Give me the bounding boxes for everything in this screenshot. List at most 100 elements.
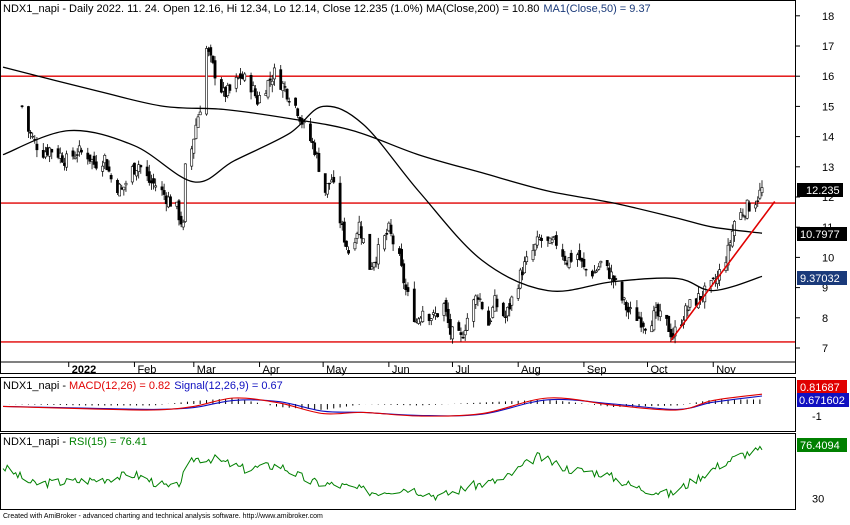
candle-body — [412, 288, 416, 322]
candle — [92, 151, 96, 168]
price-tick-label: 18 — [822, 11, 834, 23]
candle-body — [754, 204, 758, 209]
candle — [599, 260, 603, 268]
candle — [353, 237, 357, 251]
candle-body — [516, 288, 520, 299]
candle — [501, 301, 505, 318]
candle-body — [446, 308, 450, 324]
candle-body — [196, 116, 200, 128]
candle-body — [504, 316, 507, 318]
candle-body — [88, 154, 92, 162]
candle-body — [211, 55, 215, 63]
candle — [103, 153, 107, 170]
candle — [595, 268, 599, 274]
candle-body — [389, 224, 393, 234]
candle-body — [347, 250, 350, 254]
candle-body — [658, 310, 662, 317]
candle — [402, 259, 406, 290]
candle — [730, 224, 734, 248]
candle-body — [531, 250, 535, 261]
candle — [472, 298, 476, 328]
candle-body — [71, 150, 75, 157]
candle-body — [162, 190, 166, 195]
x-tick-label: Sep — [587, 364, 607, 376]
candle — [582, 252, 586, 270]
candle — [412, 281, 416, 323]
macd-tick-label: -1 — [812, 411, 822, 423]
x-tick-label: 2022 — [72, 364, 96, 376]
candle-body — [533, 243, 537, 251]
candle — [234, 73, 238, 93]
candle — [258, 91, 261, 104]
candle-body — [183, 163, 187, 222]
candle — [656, 302, 660, 321]
candle — [622, 296, 626, 305]
candle — [427, 313, 431, 326]
candle — [754, 200, 758, 212]
candle-body — [345, 240, 348, 247]
candle — [311, 137, 314, 150]
ma200-line — [2, 66, 763, 234]
candle-body — [190, 148, 194, 167]
candle-body — [368, 233, 372, 270]
candle — [563, 250, 567, 265]
candle-body — [279, 69, 283, 90]
candle-body — [342, 221, 346, 243]
candle-body — [561, 249, 565, 257]
candle — [347, 246, 350, 255]
axis-labels: 7891011121314151617182022FebMarAprMayJun… — [1, 11, 834, 506]
candle-body — [406, 287, 410, 292]
candle — [629, 301, 632, 315]
candle-body — [402, 263, 406, 284]
candle — [620, 280, 624, 304]
candle — [457, 320, 461, 331]
candle-body — [325, 183, 329, 195]
candle — [213, 56, 217, 86]
candle-body — [491, 307, 495, 318]
candle-body — [137, 164, 141, 172]
macd-legend: MACD(12,26) = 0.82 — [69, 380, 170, 392]
candle — [627, 302, 630, 320]
candle — [152, 173, 155, 190]
candle-body — [421, 310, 425, 322]
candle-body — [323, 173, 327, 193]
candle-body — [29, 131, 32, 134]
candle-body — [610, 271, 613, 279]
candle-body — [463, 330, 467, 336]
candle — [436, 313, 440, 318]
candle — [421, 305, 425, 323]
candle-body — [521, 271, 524, 276]
candle-body — [50, 149, 54, 153]
candle-body — [181, 221, 185, 228]
candle — [88, 154, 92, 164]
candle-body — [103, 155, 107, 164]
candle-body — [459, 332, 463, 335]
candle — [525, 250, 529, 265]
candle-body — [147, 171, 151, 183]
candle-body — [590, 270, 594, 277]
candle-body — [192, 138, 196, 154]
candle — [362, 238, 365, 245]
candle-body — [317, 153, 321, 172]
candle-body — [60, 155, 64, 163]
candle — [196, 113, 200, 128]
x-tick-label: May — [326, 364, 347, 376]
candle — [463, 324, 467, 341]
candle-body — [376, 244, 380, 265]
rsi-line — [2, 445, 763, 502]
candle — [741, 208, 745, 218]
candle-body — [741, 214, 745, 217]
candle-body — [567, 257, 571, 268]
candle-body — [372, 262, 376, 268]
candle — [209, 44, 213, 63]
candle-body — [133, 162, 136, 175]
candle — [283, 81, 287, 93]
candle — [688, 299, 692, 311]
candle — [733, 220, 736, 242]
candle-body — [294, 97, 297, 106]
signal-tag-label: 0.671602 — [799, 395, 845, 407]
candle-body — [563, 255, 567, 262]
support-resistance-lines — [1, 75, 795, 343]
macd-header-prefix: NDX1_napi - — [3, 380, 69, 392]
candle-body — [535, 236, 539, 246]
